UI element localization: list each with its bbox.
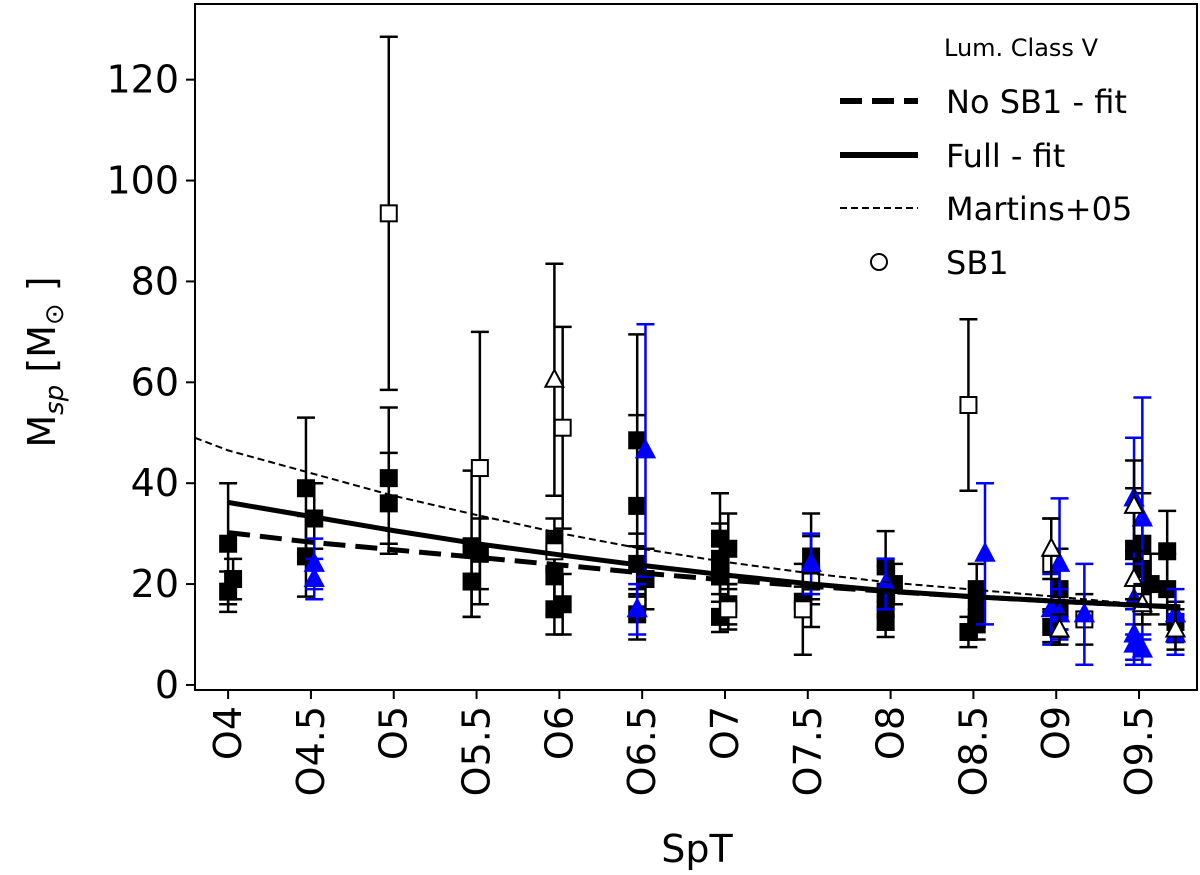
data-point: [1123, 493, 1145, 514]
x-tick-label: O6.5: [620, 706, 664, 796]
plot-content: [195, 35, 1187, 667]
data-point: [379, 494, 398, 513]
x-axis: O4 O4.5 O5 O5.5 O6 O6.5 O7 O7.5 O8 O8.5 O9 O9.5: [206, 690, 1161, 796]
data-point: [303, 566, 325, 588]
x-tick-label: O5: [372, 706, 416, 760]
x-tick-label: O6: [537, 706, 581, 760]
y-tick-label: 120: [106, 58, 179, 102]
data-point: [553, 595, 572, 614]
data-point: [224, 570, 243, 589]
legend-label-sb1: SB1: [946, 244, 1009, 282]
plot-area: [195, 35, 1187, 667]
y-tick-label: 60: [131, 360, 179, 404]
fit-curve-dashed-thin: [195, 436, 1181, 610]
x-tick-label: O4: [206, 706, 250, 760]
data-point: [959, 396, 978, 415]
x-tick-label: O4.5: [289, 706, 333, 796]
series-triangle-filled: [303, 323, 1187, 667]
plot-frame: [194, 3, 1198, 691]
data-point: [1040, 536, 1062, 557]
data-point: [719, 600, 738, 619]
data-point: [626, 597, 648, 618]
data-point: [1048, 617, 1071, 638]
x-tick-label: O8: [869, 706, 913, 760]
y-tick-label: 80: [131, 259, 179, 303]
data-point: [719, 539, 738, 558]
legend-title: Lum. Class V: [944, 34, 1099, 62]
data-point: [379, 204, 398, 223]
data-point: [1048, 551, 1071, 572]
y-axis: 0 20 40 60 80 100 120: [106, 58, 195, 707]
data-point: [543, 367, 566, 388]
data-point: [553, 418, 572, 437]
data-point: [1123, 566, 1145, 588]
fit-curve-dashed-thick: [227, 530, 1181, 610]
x-tick-label: O5.5: [455, 706, 499, 796]
legend-swatch-sb1: [870, 253, 888, 271]
x-tick-label: O9.5: [1117, 706, 1161, 796]
data-point: [1131, 637, 1154, 658]
data-point: [470, 459, 489, 478]
legend-label-full-fit: Full - fit: [946, 137, 1065, 175]
legend: Lum. Class V No SB1 - fit Full - fit Mar…: [840, 34, 1132, 282]
y-tick-label: 40: [131, 461, 179, 505]
fit-curve-solid-thick: [227, 499, 1181, 610]
data-point: [1131, 506, 1154, 527]
data-point: [800, 551, 822, 572]
y-tick-label: 0: [155, 663, 179, 707]
data-point: [793, 600, 812, 619]
x-tick-label: O8.5: [951, 706, 995, 796]
data-point: [219, 534, 238, 553]
data-point: [628, 496, 647, 515]
data-point: [1164, 617, 1187, 638]
data-point: [634, 438, 657, 459]
y-tick-label: 20: [131, 562, 179, 606]
data-point: [974, 541, 996, 562]
legend-label-no-sb1-fit: No SB1 - fit: [946, 83, 1127, 121]
data-point: [1073, 602, 1096, 623]
x-axis-title: SpT: [661, 827, 733, 871]
x-tick-label: O7: [703, 706, 747, 760]
legend-label-martins05: Martins+05: [946, 190, 1132, 228]
data-point: [876, 612, 895, 631]
data-point: [462, 572, 481, 591]
y-tick-label: 100: [106, 159, 179, 203]
x-tick-label: O9: [1034, 706, 1078, 760]
y-axis-title: Msp [M⊙ ]: [20, 276, 70, 447]
x-tick-label: O7.5: [786, 706, 830, 796]
